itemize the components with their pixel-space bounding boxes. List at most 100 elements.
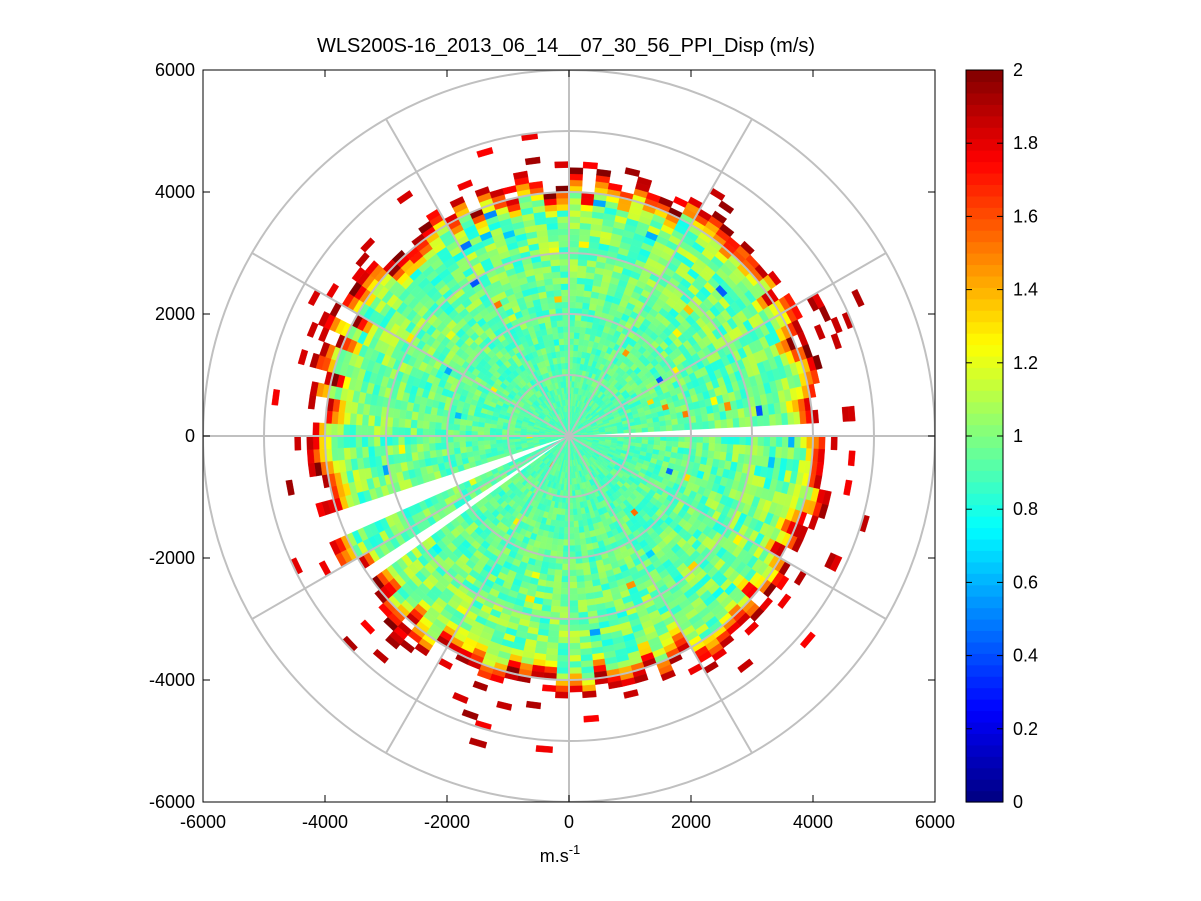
data-cell	[428, 421, 436, 430]
data-cell	[568, 685, 583, 693]
data-cell	[576, 277, 586, 285]
data-cell	[558, 240, 570, 248]
data-cell	[453, 417, 461, 425]
data-cell	[391, 435, 399, 446]
data-cell	[701, 413, 709, 423]
data-cell	[392, 417, 400, 428]
data-cell	[471, 440, 479, 447]
data-cell	[428, 428, 436, 437]
data-cell	[636, 176, 653, 187]
data-cell	[578, 623, 590, 632]
data-cell	[599, 431, 606, 435]
data-cell	[568, 594, 578, 601]
data-cell	[781, 412, 789, 426]
plot-area: -6000 -4000 -2000 0 2000 4000 6000 60004000200…	[149, 60, 955, 832]
data-cell	[720, 443, 728, 453]
data-cell	[559, 350, 566, 358]
data-cell	[577, 265, 588, 273]
data-cell	[560, 277, 570, 284]
data-cell	[373, 415, 382, 427]
data-cell	[762, 445, 771, 458]
data-cell	[575, 295, 584, 303]
data-cell	[550, 259, 561, 267]
data-cell	[545, 574, 555, 582]
data-cell	[740, 240, 755, 256]
data-cell	[596, 168, 612, 178]
data-cell	[557, 636, 570, 644]
data-cell	[547, 234, 560, 243]
data-cell	[659, 440, 667, 447]
data-cell	[453, 423, 461, 431]
data-cell	[367, 425, 375, 437]
data-cell	[659, 425, 667, 432]
data-cell	[702, 442, 710, 451]
data-cell	[557, 228, 570, 236]
data-cell	[558, 624, 570, 632]
data-cell	[580, 198, 595, 206]
data-cell	[568, 636, 581, 644]
data-cell	[343, 412, 351, 425]
data-cell	[559, 344, 565, 352]
data-cell	[575, 301, 584, 309]
data-cell	[343, 423, 350, 437]
data-cell	[434, 428, 442, 437]
data-cell	[550, 320, 558, 328]
data-cell	[548, 623, 560, 632]
data-cell	[732, 444, 740, 455]
data-cell	[695, 414, 703, 423]
data-cell	[563, 380, 567, 388]
data-cell	[574, 320, 582, 328]
data-cell	[701, 449, 709, 459]
data-cell	[707, 450, 715, 460]
data-cell	[732, 417, 740, 428]
data-cell	[550, 544, 558, 552]
data-cell	[294, 435, 302, 451]
data-cell	[711, 210, 728, 225]
x-tick-label: 4000	[793, 812, 833, 832]
data-cell	[555, 685, 570, 693]
data-cell	[579, 222, 592, 230]
data-cell	[817, 448, 826, 464]
data-cell	[568, 216, 581, 224]
data-cell	[416, 419, 424, 429]
data-cell	[422, 435, 430, 444]
data-cell	[404, 444, 412, 454]
data-cell	[830, 316, 843, 334]
data-cell	[775, 413, 783, 426]
data-cell	[557, 532, 565, 540]
data-cell	[392, 444, 400, 455]
data-cell	[361, 435, 369, 448]
data-cell	[568, 228, 581, 236]
data-cell	[568, 642, 581, 650]
data-cell	[568, 210, 582, 217]
data-cell	[547, 562, 556, 570]
data-cell	[568, 655, 582, 662]
data-cell	[398, 444, 406, 455]
data-cell	[355, 435, 363, 448]
data-cell	[568, 271, 578, 278]
data-cell	[576, 581, 586, 589]
data-cell	[568, 569, 577, 577]
data-cell	[787, 412, 795, 425]
data-cell	[720, 419, 728, 429]
data-cell	[545, 290, 555, 298]
data-cell	[702, 435, 710, 444]
y-tick-label: 0	[185, 426, 195, 446]
data-cell	[763, 435, 771, 447]
data-cell	[559, 258, 570, 266]
data-cell	[558, 526, 565, 534]
data-cell	[560, 588, 570, 595]
data-cell	[397, 435, 405, 446]
data-cell	[781, 446, 789, 460]
data-cell	[568, 301, 577, 309]
data-cell	[556, 320, 564, 328]
data-cell	[665, 424, 673, 432]
y-tick-label: 2000	[155, 304, 195, 324]
data-cell	[423, 412, 431, 422]
data-cell	[572, 514, 579, 522]
data-cell	[554, 301, 563, 309]
data-cell	[787, 447, 795, 460]
data-cell	[422, 428, 430, 437]
data-cell	[794, 435, 802, 449]
